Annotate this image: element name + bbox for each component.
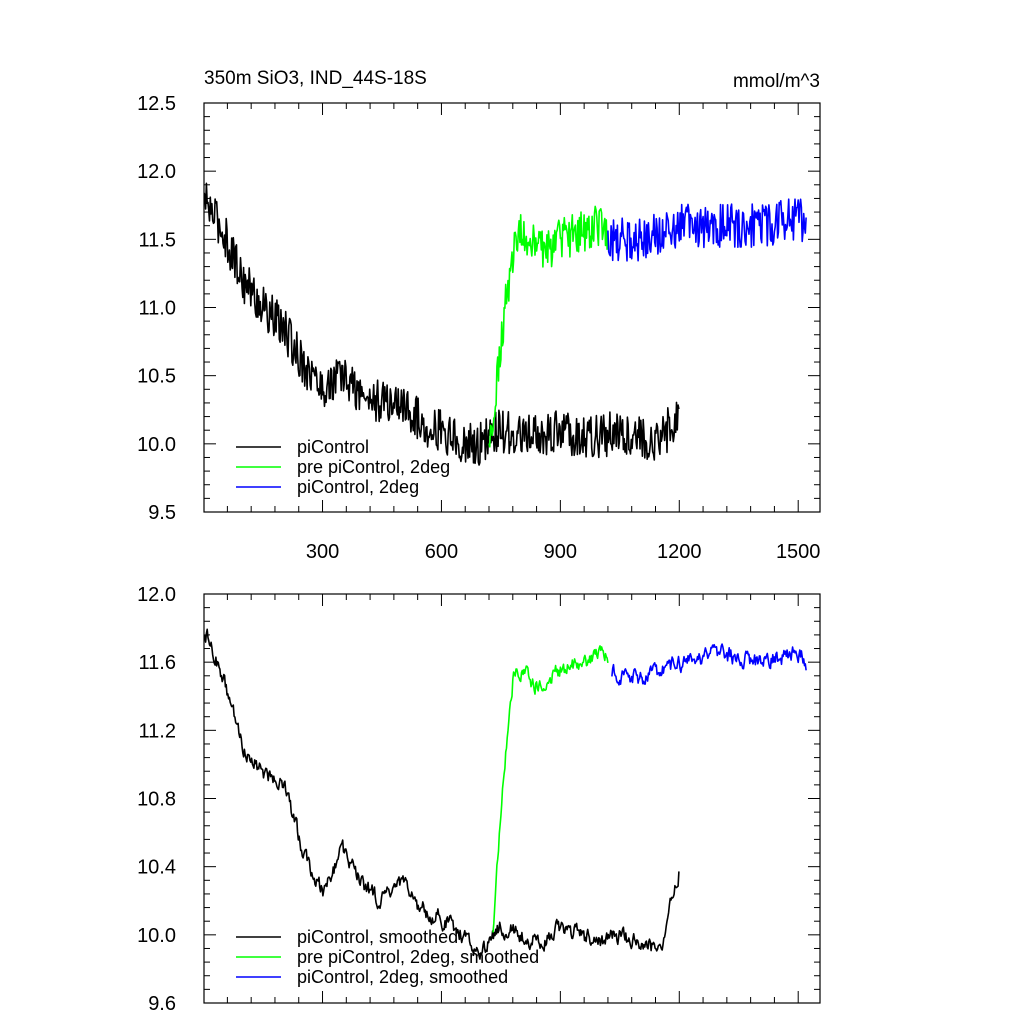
legend-label: pre piControl, 2deg xyxy=(297,457,450,477)
legend-label: pre piControl, 2deg, smoothed xyxy=(297,947,539,967)
pre-picontrol-2deg-line xyxy=(488,205,609,448)
legend-label: piControl, smoothed xyxy=(297,927,458,947)
y-tick-label: 12.5 xyxy=(137,93,176,115)
x-tick-label: 1200 xyxy=(657,541,702,563)
y-tick-label: 11.0 xyxy=(139,298,176,320)
bottom-panel: 9.6 10.0 10.4 10.8 11.2 11.6 12.0 piControl, sm… xyxy=(137,584,821,1015)
legend-label: piControl, 2deg xyxy=(297,477,419,497)
x-tick-label: 1500 xyxy=(776,541,821,563)
y-tick-label: 11.5 xyxy=(139,229,176,251)
y-tick-label: 10.0 xyxy=(137,925,176,947)
top-panel: 9.5 10.0 10.5 11.0 11.5 12.0 12.5 300 600 900 1200… xyxy=(137,93,821,563)
y-tick-label: 10.8 xyxy=(137,789,176,811)
y-tick-label: 12.0 xyxy=(137,161,176,183)
legend-label: piControl, 2deg, smoothed xyxy=(297,967,508,987)
x-tick-label: 900 xyxy=(544,541,577,563)
y-tick-label: 12.0 xyxy=(137,584,176,606)
picontrol-smoothed-line xyxy=(204,628,680,960)
y-tick-label: 9.6 xyxy=(148,993,176,1015)
y-tick-label: 9.5 xyxy=(148,502,176,524)
picontrol-2deg-smoothed-line xyxy=(611,643,807,686)
x-tick-label: 600 xyxy=(425,541,458,563)
y-tick-label: 11.2 xyxy=(139,720,176,742)
picontrol-2deg-line xyxy=(607,198,807,262)
x-tick-label: 300 xyxy=(306,541,339,563)
y-tick-label: 11.6 xyxy=(139,652,176,674)
y-tick-label: 10.0 xyxy=(137,434,176,456)
y-tick-label: 10.5 xyxy=(137,366,176,388)
pre-picontrol-2deg-smoothed-line xyxy=(492,645,609,933)
legend-label: piControl xyxy=(297,437,369,457)
picontrol-line xyxy=(204,182,680,466)
units-label: mmol/m^3 xyxy=(733,71,820,92)
y-tick-label: 10.4 xyxy=(137,857,176,879)
header: 350m SiO3, IND_44S-18S mmol/m^3 xyxy=(204,68,820,92)
chart-title: 350m SiO3, IND_44S-18S xyxy=(204,68,427,89)
